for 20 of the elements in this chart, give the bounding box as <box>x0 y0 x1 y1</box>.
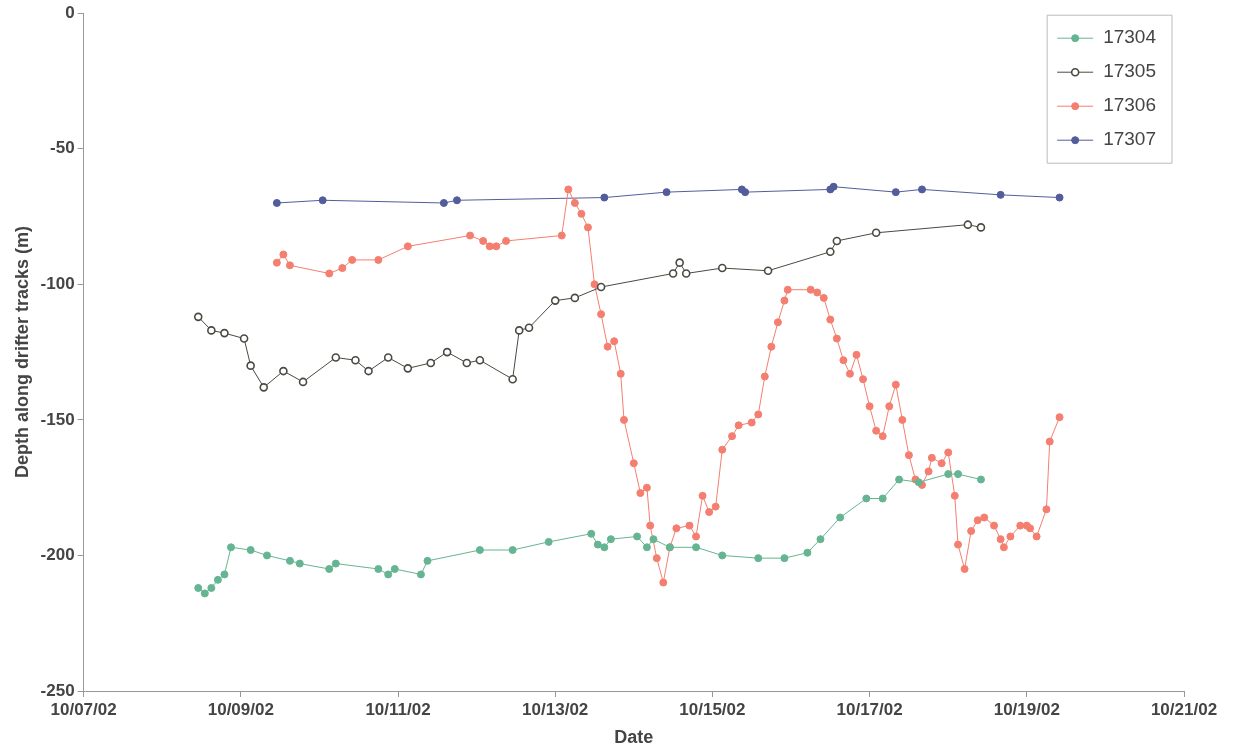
y-tick-label: -200 <box>40 545 75 565</box>
x-tick-label: 10/09/02 <box>207 699 274 719</box>
x-tick-label: 10/21/02 <box>1150 699 1218 719</box>
y-tick-label: -100 <box>40 274 75 294</box>
legend-label: 17304 <box>1103 26 1157 48</box>
x-tick-label: 10/19/02 <box>993 699 1060 719</box>
y-tick-label: 0 <box>65 2 75 22</box>
y-tick-label: -250 <box>40 680 75 700</box>
y-axis-title: Depth along drifter tracks (m) <box>11 226 32 479</box>
x-tick-label: 10/17/02 <box>836 699 903 719</box>
legend-label: 17307 <box>1103 128 1157 150</box>
x-tick-label: 10/15/02 <box>679 699 746 719</box>
x-tick-label: 10/11/02 <box>365 699 431 719</box>
y-tick-label: -150 <box>40 409 75 429</box>
legend-label: 17306 <box>1103 94 1157 116</box>
x-tick-label: 10/07/02 <box>50 699 117 719</box>
x-tick-label: 10/13/02 <box>522 699 589 719</box>
legend-label: 17305 <box>1103 60 1157 82</box>
y-tick-label: -50 <box>50 138 75 158</box>
x-axis-title: Date <box>614 727 654 748</box>
